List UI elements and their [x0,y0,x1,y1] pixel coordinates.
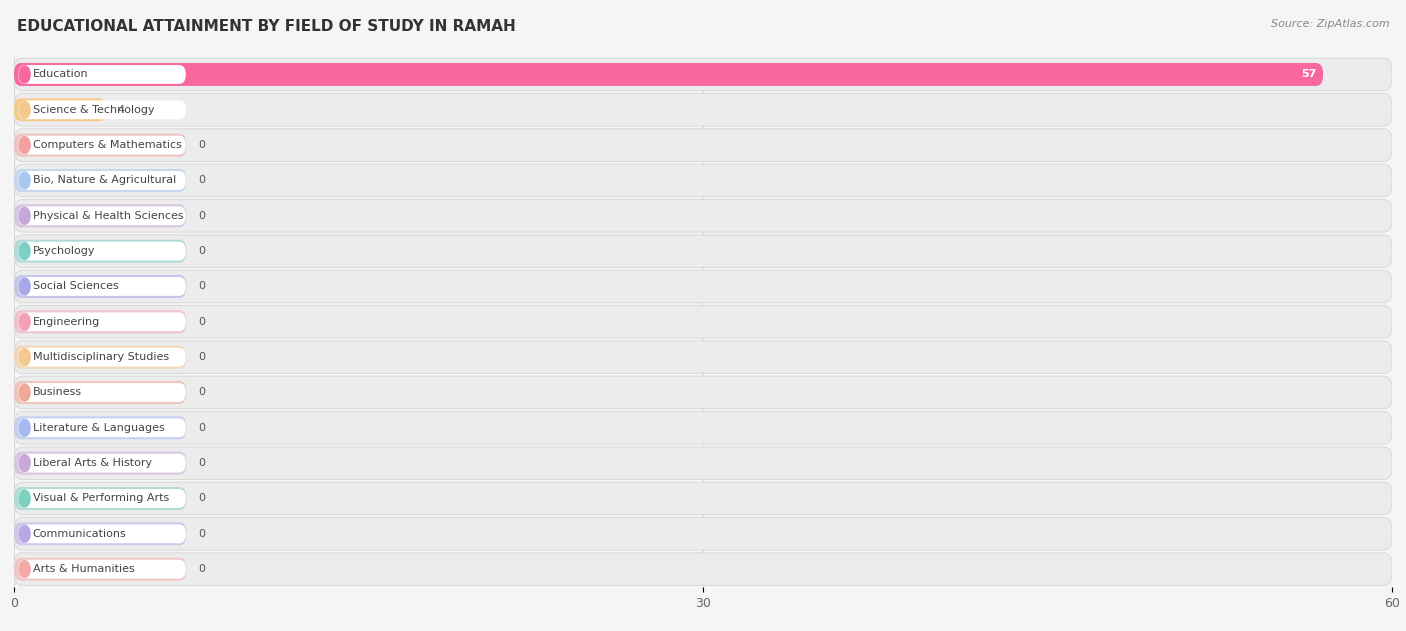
FancyBboxPatch shape [18,383,186,402]
Text: Arts & Humanities: Arts & Humanities [32,564,135,574]
FancyBboxPatch shape [14,129,1392,162]
Circle shape [20,420,30,436]
Text: Psychology: Psychology [32,246,96,256]
Text: Engineering: Engineering [32,317,100,327]
FancyBboxPatch shape [18,136,186,155]
Text: EDUCATIONAL ATTAINMENT BY FIELD OF STUDY IN RAMAH: EDUCATIONAL ATTAINMENT BY FIELD OF STUDY… [17,19,516,34]
Text: Science & Technology: Science & Technology [32,105,155,115]
Circle shape [20,278,30,295]
Text: Source: ZipAtlas.com: Source: ZipAtlas.com [1271,19,1389,29]
FancyBboxPatch shape [18,489,186,508]
FancyBboxPatch shape [14,487,186,510]
FancyBboxPatch shape [14,275,186,298]
FancyBboxPatch shape [14,93,1392,126]
Text: 0: 0 [198,423,205,433]
Text: 4: 4 [118,105,125,115]
Circle shape [20,66,30,83]
Circle shape [20,561,30,577]
Text: 0: 0 [198,211,205,221]
FancyBboxPatch shape [14,199,1392,232]
FancyBboxPatch shape [14,411,1392,444]
FancyBboxPatch shape [14,447,1392,480]
FancyBboxPatch shape [18,171,186,190]
Text: Visual & Performing Arts: Visual & Performing Arts [32,493,169,504]
FancyBboxPatch shape [14,270,1392,303]
Text: 0: 0 [198,352,205,362]
FancyBboxPatch shape [14,305,1392,338]
Circle shape [20,455,30,471]
Text: 0: 0 [198,175,205,186]
FancyBboxPatch shape [18,65,186,84]
Text: Multidisciplinary Studies: Multidisciplinary Studies [32,352,169,362]
Text: 0: 0 [198,493,205,504]
Text: 0: 0 [198,281,205,292]
Text: Literature & Languages: Literature & Languages [32,423,165,433]
Text: 0: 0 [198,529,205,539]
Text: 0: 0 [198,564,205,574]
Text: Physical & Health Sciences: Physical & Health Sciences [32,211,183,221]
Circle shape [20,490,30,507]
FancyBboxPatch shape [14,58,1392,91]
Text: Computers & Mathematics: Computers & Mathematics [32,140,181,150]
FancyBboxPatch shape [14,553,1392,586]
Circle shape [20,384,30,401]
Circle shape [20,172,30,189]
FancyBboxPatch shape [18,277,186,296]
Circle shape [20,208,30,224]
Text: Business: Business [32,387,82,398]
Text: Bio, Nature & Agricultural: Bio, Nature & Agricultural [32,175,176,186]
FancyBboxPatch shape [14,310,186,333]
FancyBboxPatch shape [14,341,1392,374]
FancyBboxPatch shape [14,240,186,262]
Text: Social Sciences: Social Sciences [32,281,118,292]
FancyBboxPatch shape [18,312,186,331]
Text: Education: Education [32,69,89,80]
Text: 0: 0 [198,246,205,256]
FancyBboxPatch shape [14,346,186,369]
FancyBboxPatch shape [18,348,186,367]
FancyBboxPatch shape [18,454,186,473]
Text: Liberal Arts & History: Liberal Arts & History [32,458,152,468]
FancyBboxPatch shape [14,482,1392,515]
FancyBboxPatch shape [14,558,186,581]
FancyBboxPatch shape [14,452,186,475]
Circle shape [20,526,30,542]
Text: Communications: Communications [32,529,127,539]
Circle shape [20,349,30,365]
Text: 0: 0 [198,387,205,398]
FancyBboxPatch shape [18,418,186,437]
FancyBboxPatch shape [14,63,1323,86]
FancyBboxPatch shape [18,524,186,543]
FancyBboxPatch shape [14,134,186,156]
FancyBboxPatch shape [14,235,1392,268]
Circle shape [20,243,30,259]
FancyBboxPatch shape [14,522,186,545]
FancyBboxPatch shape [14,381,186,404]
Text: 0: 0 [198,458,205,468]
Text: 57: 57 [1301,69,1316,80]
Circle shape [20,102,30,118]
FancyBboxPatch shape [14,164,1392,197]
FancyBboxPatch shape [14,517,1392,550]
Text: 0: 0 [198,140,205,150]
FancyBboxPatch shape [18,206,186,225]
FancyBboxPatch shape [14,169,186,192]
Circle shape [20,137,30,153]
FancyBboxPatch shape [14,98,105,121]
FancyBboxPatch shape [18,560,186,579]
FancyBboxPatch shape [14,416,186,439]
FancyBboxPatch shape [18,100,186,119]
FancyBboxPatch shape [14,376,1392,409]
Circle shape [20,314,30,330]
FancyBboxPatch shape [14,204,186,227]
FancyBboxPatch shape [18,242,186,261]
Text: 0: 0 [198,317,205,327]
